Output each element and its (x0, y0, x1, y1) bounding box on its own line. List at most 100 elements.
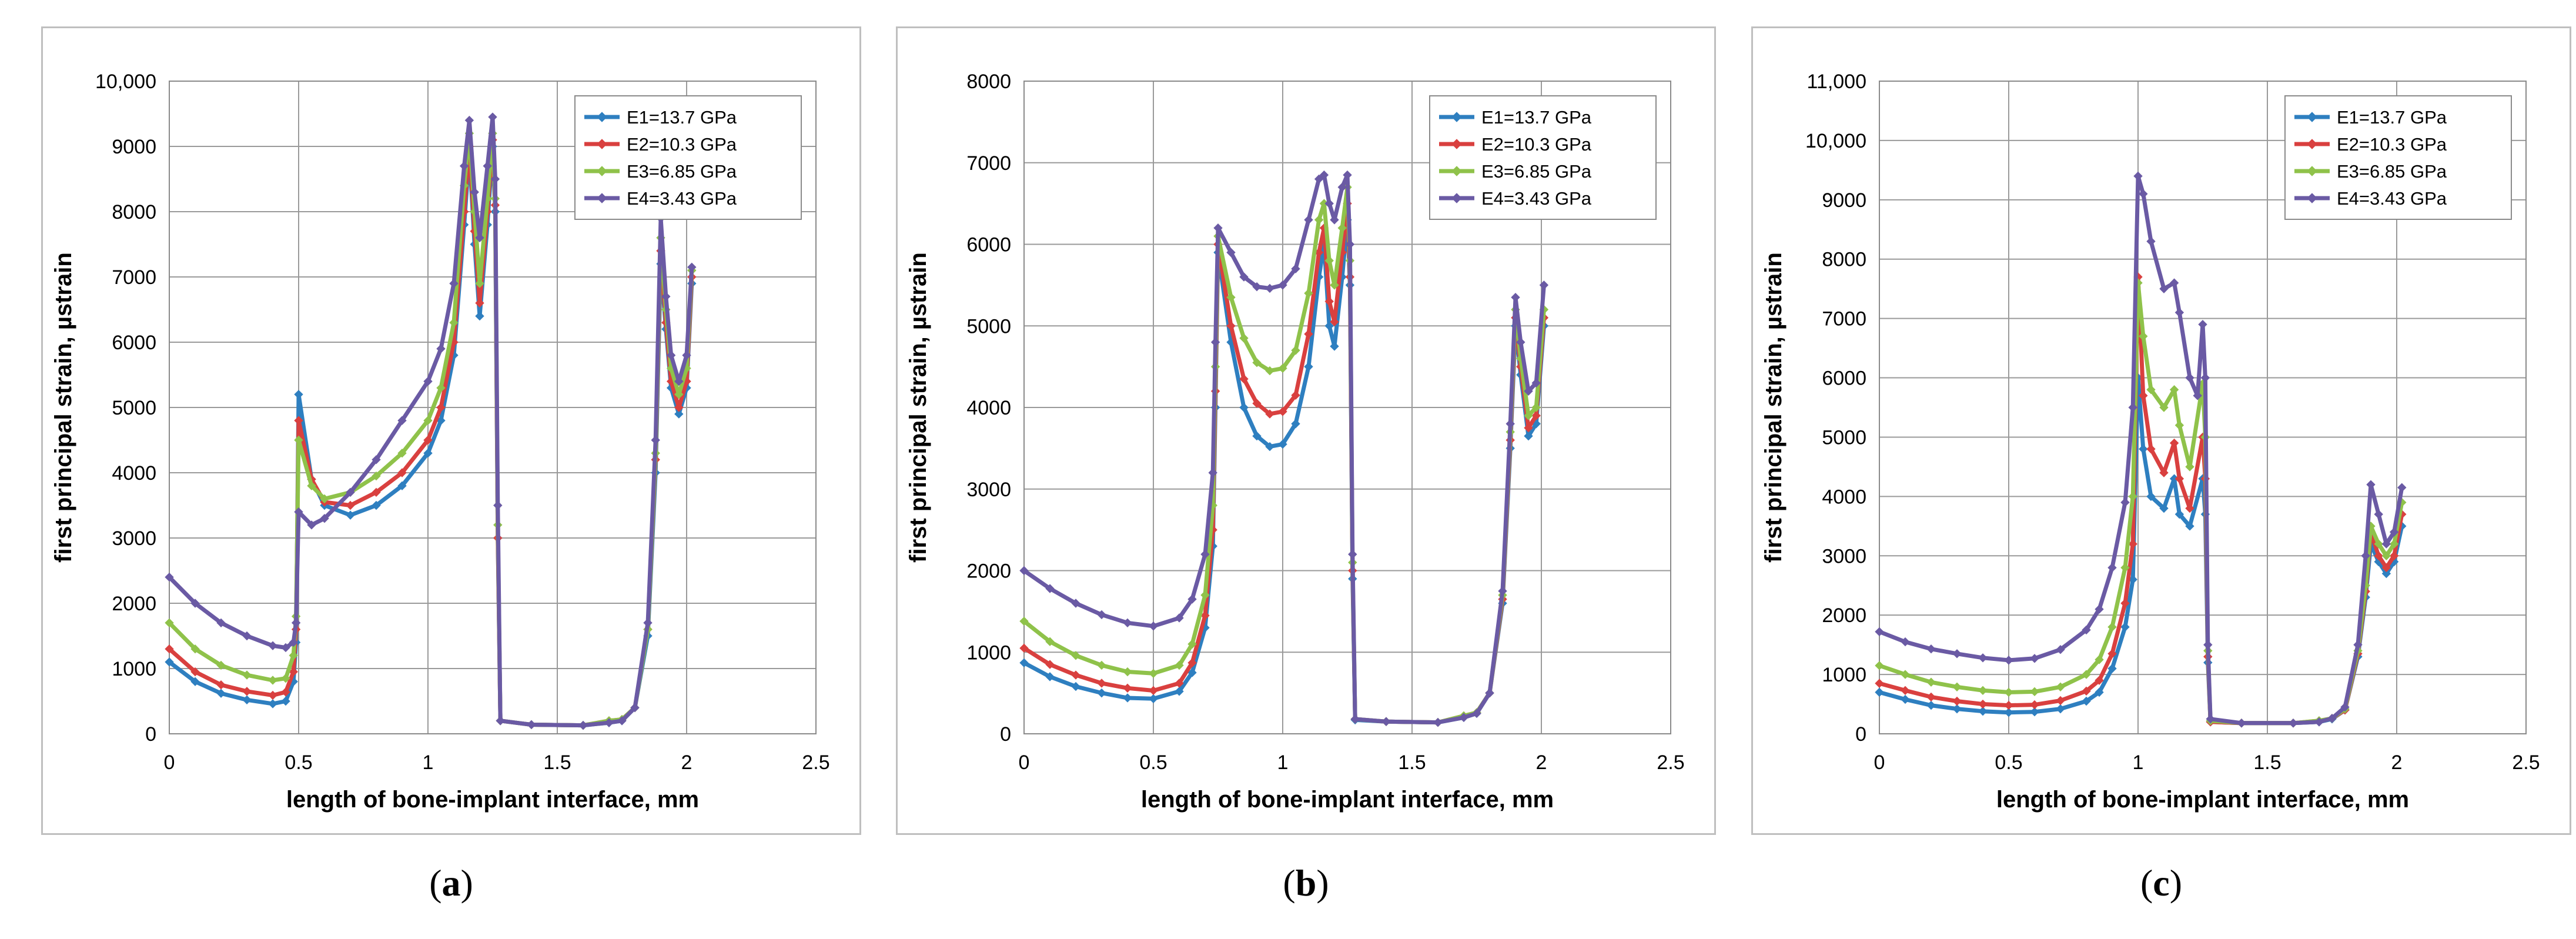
legend: E1=13.7 GPa E2=10.3 GPa E3=6.85 GPa E4=3.43… (574, 95, 802, 220)
data-point (289, 651, 298, 660)
data-point (1516, 337, 1525, 347)
data-point (490, 174, 500, 184)
data-point (1278, 407, 1287, 416)
legend-label: E4=3.43 GPa (1481, 188, 1592, 209)
data-point (2389, 527, 2399, 537)
legend-label: E2=10.3 GPa (627, 134, 737, 155)
data-point (307, 520, 316, 530)
data-point (1350, 714, 1360, 724)
data-point (1071, 599, 1080, 608)
y-tick-label: 3000 (966, 479, 1011, 501)
y-tick-label: 5000 (966, 315, 1011, 337)
data-point (2169, 385, 2179, 395)
data-point (1097, 679, 1106, 688)
data-point (1252, 357, 1262, 367)
data-point (2193, 391, 2202, 400)
data-point (1926, 700, 1936, 710)
legend-label: E1=13.7 GPa (1481, 107, 1592, 128)
x-tick-label: 2.5 (1657, 751, 1684, 774)
data-point (1187, 594, 1197, 604)
data-point (1265, 366, 1274, 376)
y-axis-title: first principal strain, µstrain (905, 252, 931, 563)
data-point (1019, 566, 1029, 576)
data-point (2082, 686, 2091, 696)
data-point (2374, 509, 2383, 519)
data-point (242, 687, 252, 696)
data-point (1978, 706, 1988, 716)
data-point (1239, 272, 1249, 282)
data-point (1291, 390, 1300, 400)
data-point (1337, 182, 1347, 192)
data-point (2082, 696, 2091, 706)
data-point (1123, 693, 1132, 703)
x-tick-label: 0.5 (1139, 751, 1167, 774)
data-point (2185, 503, 2194, 513)
data-point (464, 115, 474, 125)
data-point (190, 599, 200, 608)
series-2 (165, 135, 697, 730)
legend-marker (1451, 112, 1462, 122)
data-point (190, 644, 200, 654)
legend-marker (597, 139, 607, 149)
data-point (682, 350, 691, 360)
data-point (242, 670, 252, 680)
data-point (1045, 637, 1055, 646)
data-point (1208, 468, 1217, 477)
legend-marker (2307, 193, 2317, 203)
x-tick-label: 0 (1019, 751, 1030, 774)
data-point (2004, 656, 2013, 665)
data-point (1265, 409, 1274, 419)
data-point (2004, 687, 2013, 697)
data-point (1175, 679, 1184, 688)
y-tick-label: 4000 (112, 462, 156, 484)
data-point (1019, 643, 1029, 653)
data-point (165, 618, 174, 628)
data-point (1304, 215, 1313, 225)
data-point (2139, 391, 2148, 400)
x-tick-label: 0 (1874, 751, 1885, 774)
data-point (346, 510, 355, 520)
data-point (1149, 621, 1158, 631)
data-point (1097, 660, 1106, 670)
data-point (1278, 363, 1287, 373)
legend-marker (597, 193, 607, 203)
y-tick-label: 1000 (1822, 664, 1866, 686)
data-point (165, 644, 174, 654)
data-point (2381, 563, 2391, 573)
data-point (2082, 625, 2091, 635)
data-point (1459, 713, 1468, 722)
data-point (2374, 539, 2383, 549)
data-point (1304, 289, 1313, 298)
data-point (1531, 378, 1541, 388)
y-tick-label: 6000 (966, 234, 1011, 256)
x-tick-label: 1.5 (543, 751, 571, 774)
data-point (578, 720, 588, 730)
data-point (1324, 256, 1334, 265)
data-point (527, 720, 536, 730)
data-point (2107, 664, 2117, 673)
data-point (2004, 707, 2013, 717)
data-point (281, 673, 290, 683)
data-point (1330, 280, 1339, 290)
data-point (268, 676, 277, 685)
data-point (1226, 321, 1236, 330)
data-point (268, 699, 277, 709)
data-point (1304, 362, 1313, 372)
data-point (1319, 170, 1329, 180)
data-point (216, 660, 226, 670)
data-point (1875, 627, 1884, 637)
y-tick-label: 4000 (1822, 486, 1866, 508)
series-line (1023, 173, 1546, 725)
data-point (1348, 550, 1357, 559)
data-point (372, 500, 381, 510)
legend-label: E2=10.3 GPa (1481, 134, 1592, 155)
y-tick-label: 8000 (966, 71, 1011, 93)
data-point (1875, 661, 1884, 670)
y-tick-label: 2000 (112, 593, 156, 615)
y-tick-label: 7000 (966, 152, 1011, 175)
x-axis-title: length of bone-implant interface, mm (1996, 787, 2409, 813)
data-point (1291, 419, 1300, 429)
data-point (674, 376, 684, 386)
data-point (1978, 653, 1988, 663)
data-point (475, 311, 484, 321)
